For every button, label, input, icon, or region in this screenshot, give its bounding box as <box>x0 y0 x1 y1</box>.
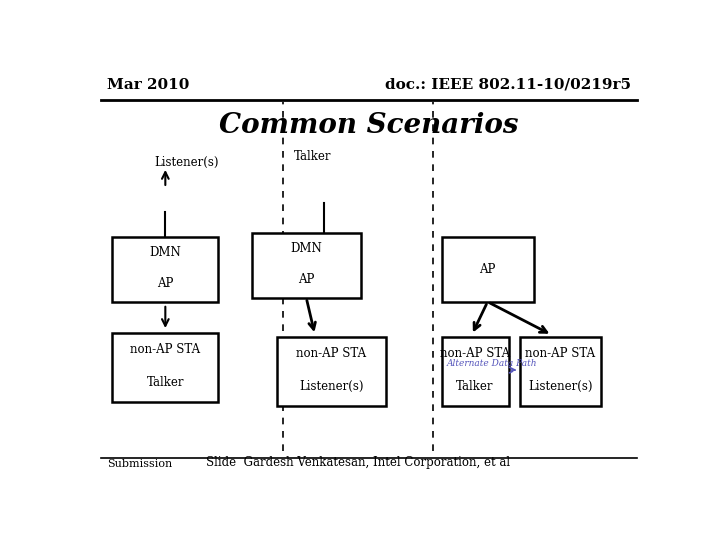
Bar <box>441 337 508 406</box>
Bar <box>441 238 534 302</box>
Text: DMN: DMN <box>150 246 181 259</box>
Text: Listener(s): Listener(s) <box>154 156 219 168</box>
Bar <box>252 233 361 298</box>
Text: AP: AP <box>157 277 174 291</box>
Text: Alternate Data Path: Alternate Data Path <box>446 359 537 368</box>
Text: Listener(s): Listener(s) <box>299 380 364 393</box>
Text: Submission: Submission <box>107 460 172 469</box>
Text: AP: AP <box>480 263 496 276</box>
Bar <box>277 337 386 406</box>
Text: Mar 2010: Mar 2010 <box>107 78 189 92</box>
Text: non-AP STA: non-AP STA <box>296 347 366 360</box>
Text: Talker: Talker <box>456 380 494 393</box>
Text: Slide  Gardesh Venkatesan, Intel Corporation, et al: Slide Gardesh Venkatesan, Intel Corporat… <box>206 456 510 469</box>
Bar <box>112 333 218 402</box>
Text: doc.: IEEE 802.11-10/0219r5: doc.: IEEE 802.11-10/0219r5 <box>385 78 631 92</box>
Bar <box>112 238 218 302</box>
Text: Talker: Talker <box>294 150 331 163</box>
Bar <box>520 337 600 406</box>
Text: Common Scenarios: Common Scenarios <box>220 112 518 139</box>
Text: Listener(s): Listener(s) <box>528 380 593 393</box>
Text: non-AP STA: non-AP STA <box>525 347 595 360</box>
Text: non-AP STA: non-AP STA <box>130 343 200 356</box>
Text: Talker: Talker <box>147 376 184 389</box>
Text: non-AP STA: non-AP STA <box>440 347 510 360</box>
Text: DMN: DMN <box>290 242 322 255</box>
Text: AP: AP <box>298 273 315 286</box>
